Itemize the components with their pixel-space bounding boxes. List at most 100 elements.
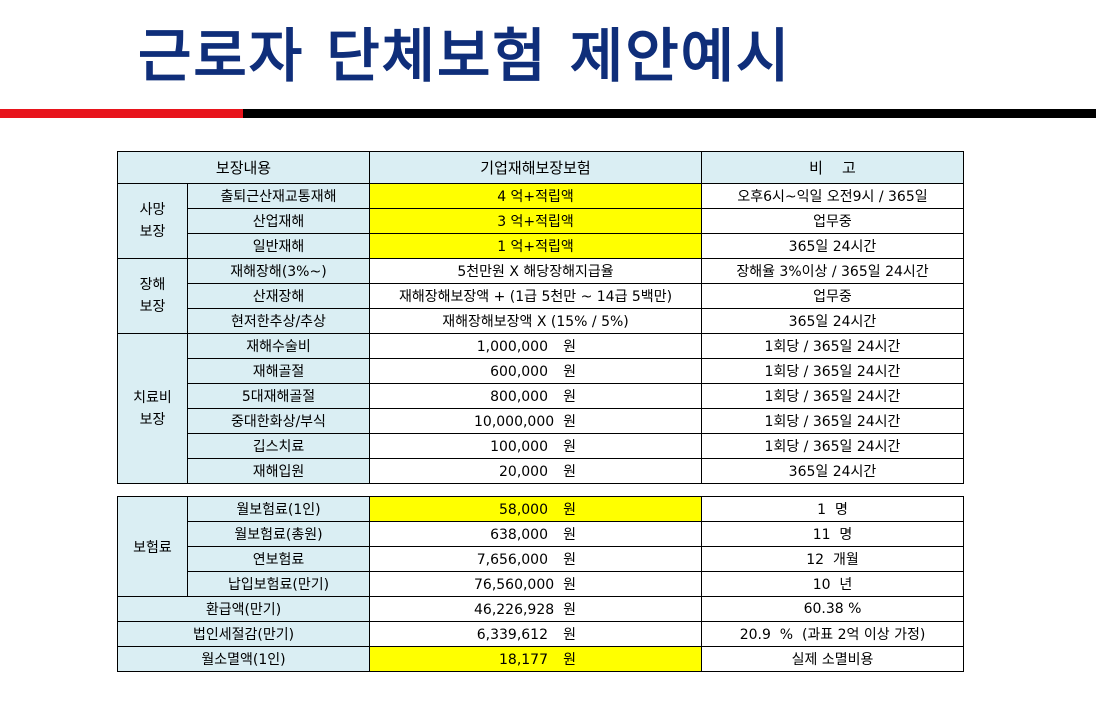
amount-value: 800,000 — [490, 389, 548, 405]
amount-unit: 원 — [563, 439, 576, 455]
item-label: 재해입원 — [187, 458, 370, 484]
remark: 1회당 / 365일 24시간 — [701, 333, 964, 359]
item-label: 재해골절 — [187, 358, 370, 384]
table-row: 산재장해 재해장해보장액 + (1급 5천만 ~ 14급 5백만) 업무중 — [118, 283, 964, 309]
table-row: 보험료 월보험료(1인) 58,000 원 1 명 — [117, 496, 964, 597]
amount-unit: 원 — [563, 389, 576, 405]
table-row: 중대한화상/부식 10,000,000 원 1회당 / 365일 24시간 — [118, 408, 964, 434]
item-label: 월보험료(1인) — [187, 496, 370, 522]
amount-unit: 원 — [563, 464, 576, 480]
remark: 1회당 / 365일 24시간 — [701, 408, 964, 434]
coverage-table: 보장내용 기업재해보장보험 비 고 사망 보장 출퇴근산재교통재해 4 억+적립액 오후6시… — [117, 151, 964, 484]
amount-cell: 46,226,928 원 — [369, 596, 702, 622]
page-title: 근로자 단체보험 제안예시 — [138, 22, 792, 90]
amount-unit: 원 — [563, 552, 576, 568]
table-row: 납입보험료(만기) 76,560,000 원 10 년 — [118, 571, 964, 597]
amount-cell: 800,000 원 — [369, 383, 702, 409]
item-label: 재해장해(3%~) — [187, 258, 370, 284]
amount-value: 7,656,000 — [476, 552, 548, 568]
header-coverage: 보장내용 — [117, 151, 370, 184]
item-label: 재해수술비 — [187, 333, 370, 359]
amount-value: 6,339,612 — [476, 627, 548, 643]
item-label: 월보험료(총원) — [187, 521, 370, 547]
table-row: 환급액(만기) 46,226,928 원 60.38 % — [117, 596, 964, 622]
amount-value: 20,000 — [499, 464, 548, 480]
remark: 장해율 3%이상 / 365일 24시간 — [701, 258, 964, 284]
remark: 11 명 — [701, 521, 964, 547]
item-label: 5대재해골절 — [187, 383, 370, 409]
item-label: 출퇴근산재교통재해 — [187, 183, 370, 209]
coverage-value: 1 억+적립액 — [369, 233, 702, 259]
amount-unit: 원 — [563, 527, 576, 543]
amount-cell: 638,000 원 — [369, 521, 702, 547]
amount-unit: 원 — [563, 577, 576, 593]
header-insurance: 기업재해보장보험 — [369, 151, 702, 184]
item-label: 연보험료 — [187, 546, 370, 572]
coverage-value: 5천만원 X 해당장해지급율 — [369, 258, 702, 284]
table-row: 재해골절 600,000 원 1회당 / 365일 24시간 — [118, 358, 964, 384]
title-underline-black — [243, 109, 1096, 118]
remark: 365일 24시간 — [701, 308, 964, 334]
group-label: 보험료 — [117, 496, 188, 597]
amount-value: 46,226,928 — [474, 602, 555, 618]
amount-cell: 58,000 원 — [369, 496, 702, 522]
amount-value: 58,000 — [499, 502, 548, 518]
remark: 1회당 / 365일 24시간 — [701, 358, 964, 384]
item-label: 중대한화상/부식 — [187, 408, 370, 434]
item-label: 깁스치료 — [187, 433, 370, 459]
amount-cell: 6,339,612 원 — [369, 621, 702, 647]
item-label: 산업재해 — [187, 208, 370, 234]
remark: 20.9 % (과표 2억 이상 가정) — [701, 621, 964, 647]
table-row: 월소멸액(1인) 18,177 원 실제 소멸비용 — [117, 646, 964, 672]
table-row: 재해입원 20,000 원 365일 24시간 — [118, 458, 964, 484]
amount-value: 1,000,000 — [476, 339, 548, 355]
amount-unit: 원 — [563, 502, 576, 518]
coverage-value: 재해장해보장액 X (15% / 5%) — [369, 308, 702, 334]
table-row: 치료비 보장 재해수술비 1,000,000 원 1회당 / 365일 24시간 — [117, 333, 964, 484]
table-row: 깁스치료 100,000 원 1회당 / 365일 24시간 — [118, 433, 964, 459]
amount-value: 100,000 — [490, 439, 548, 455]
remark: 1회당 / 365일 24시간 — [701, 433, 964, 459]
group-label: 사망 보장 — [117, 183, 188, 259]
title-underline-red — [0, 109, 243, 118]
remark: 365일 24시간 — [701, 233, 964, 259]
remark: 업무중 — [701, 283, 964, 309]
remark: 1회당 / 365일 24시간 — [701, 383, 964, 409]
table-row: 법인세절감(만기) 6,339,612 원 20.9 % (과표 2억 이상 가정) — [117, 621, 964, 647]
amount-cell: 100,000 원 — [369, 433, 702, 459]
amount-value: 76,560,000 — [474, 577, 555, 593]
remark: 10 년 — [701, 571, 964, 597]
table-row: 사망 보장 출퇴근산재교통재해 4 억+적립액 오후6시~익일 오전9시 / 365일 — [117, 183, 964, 259]
table-row: 산업재해 3 억+적립액 업무중 — [118, 208, 964, 234]
item-label: 산재장해 — [187, 283, 370, 309]
table-row: 장해 보장 재해장해(3%~) 5천만원 X 해당장해지급율 장해율 3%이상 / 3… — [117, 258, 964, 334]
amount-cell: 1,000,000 원 — [369, 333, 702, 359]
remark: 365일 24시간 — [701, 458, 964, 484]
table-row: 5대재해골절 800,000 원 1회당 / 365일 24시간 — [118, 383, 964, 409]
amount-cell: 10,000,000 원 — [369, 408, 702, 434]
table-row: 현저한추상/추상 재해장해보장액 X (15% / 5%) 365일 24시간 — [118, 308, 964, 334]
amount-unit: 원 — [563, 652, 576, 668]
coverage-value: 4 억+적립액 — [369, 183, 702, 209]
item-label: 일반재해 — [187, 233, 370, 259]
header-remarks: 비 고 — [701, 151, 964, 184]
item-label: 현저한추상/추상 — [187, 308, 370, 334]
amount-value: 10,000,000 — [474, 414, 555, 430]
amount-unit: 원 — [563, 364, 576, 380]
amount-value: 638,000 — [490, 527, 548, 543]
amount-unit: 원 — [563, 339, 576, 355]
coverage-value: 재해장해보장액 + (1급 5천만 ~ 14급 5백만) — [369, 283, 702, 309]
amount-unit: 원 — [563, 602, 576, 618]
remark: 업무중 — [701, 208, 964, 234]
remark: 12 개월 — [701, 546, 964, 572]
amount-cell: 76,560,000 원 — [369, 571, 702, 597]
table-row: 연보험료 7,656,000 원 12 개월 — [118, 546, 964, 572]
remark: 1 명 — [701, 496, 964, 522]
item-label: 월소멸액(1인) — [117, 646, 370, 672]
table-row: 일반재해 1 억+적립액 365일 24시간 — [118, 233, 964, 259]
header-row: 보장내용 기업재해보장보험 비 고 — [117, 151, 964, 184]
group-label: 장해 보장 — [117, 258, 188, 334]
group-label: 치료비 보장 — [117, 333, 188, 484]
amount-cell: 18,177 원 — [369, 646, 702, 672]
